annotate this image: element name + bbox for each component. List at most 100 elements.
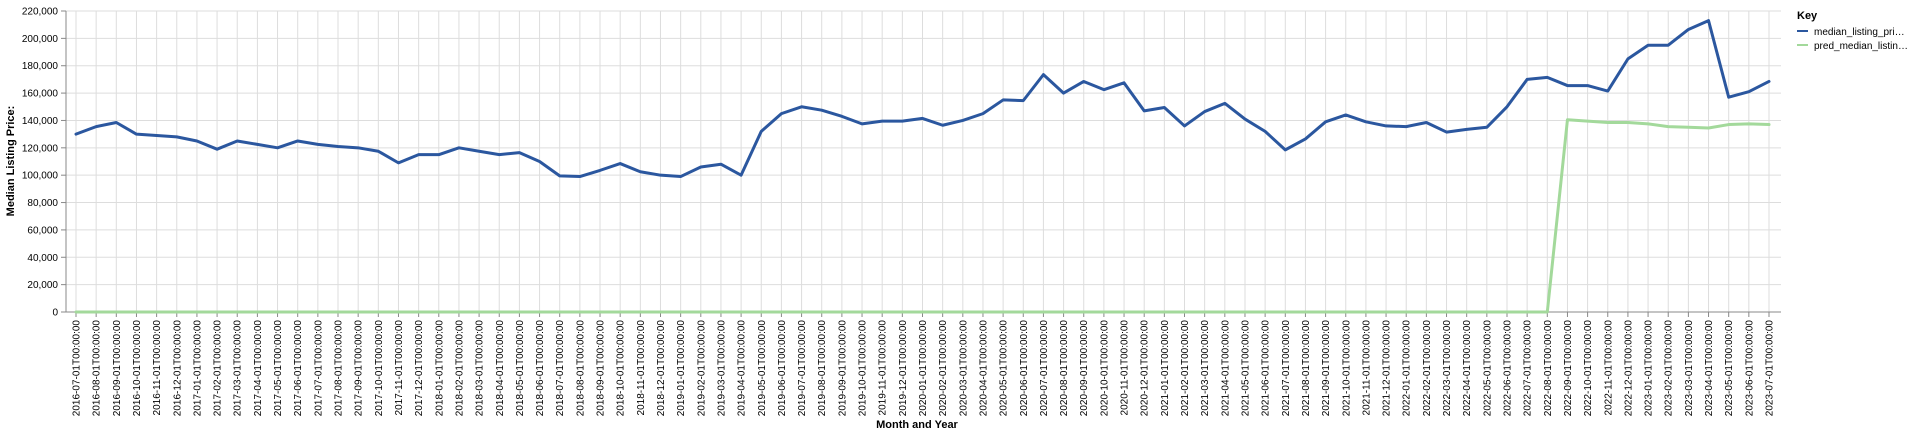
x-tick-label: 2016-08-01T00:00:00 — [92, 320, 103, 417]
x-tick-label: 2021-09-01T00:00:00 — [1321, 320, 1332, 417]
x-tick-label: 2018-10-01T00:00:00 — [616, 320, 627, 417]
x-tick-label: 2017-02-01T00:00:00 — [213, 320, 224, 417]
x-tick-label: 2022-08-01T00:00:00 — [1543, 320, 1554, 417]
x-tick-label: 2021-01-01T00:00:00 — [1160, 320, 1171, 417]
x-tick-label: 2020-03-01T00:00:00 — [958, 320, 969, 417]
x-tick-label: 2020-09-01T00:00:00 — [1079, 320, 1090, 417]
y-tick-label: 20,000 — [27, 280, 58, 291]
x-tick-label: 2023-05-01T00:00:00 — [1724, 320, 1735, 417]
x-tick-label: 2022-11-01T00:00:00 — [1603, 320, 1614, 416]
y-tick-label: 160,000 — [22, 89, 59, 100]
x-tick-label: 2021-04-01T00:00:00 — [1220, 320, 1231, 417]
x-tick-label: 2022-07-01T00:00:00 — [1523, 320, 1534, 417]
x-tick-label: 2018-04-01T00:00:00 — [495, 320, 506, 417]
gridlines — [65, 10, 1781, 313]
x-tick-label: 2021-08-01T00:00:00 — [1301, 320, 1312, 417]
y-tick-label: 120,000 — [22, 143, 59, 154]
x-tick-label: 2020-06-01T00:00:00 — [1019, 320, 1030, 417]
y-tick-label: 180,000 — [22, 61, 59, 72]
legend-label-median-listing-price: median_listing_pri… — [1814, 27, 1905, 38]
legend-label-pred-median-listing-price: pred_median_listin… — [1814, 41, 1908, 52]
x-tick-label: 2017-12-01T00:00:00 — [414, 320, 425, 417]
x-tick-label: 2022-06-01T00:00:00 — [1502, 320, 1513, 417]
x-tick-label: 2018-06-01T00:00:00 — [535, 320, 546, 417]
x-tick-label: 2019-08-01T00:00:00 — [817, 320, 828, 417]
x-tick-label: 2022-03-01T00:00:00 — [1442, 320, 1453, 417]
series-line-pred-median-listing-price — [74, 118, 1771, 314]
x-tick-label: 2017-01-01T00:00:00 — [192, 320, 203, 417]
x-tick-label: 2022-09-01T00:00:00 — [1563, 320, 1574, 417]
y-tick-label: 100,000 — [22, 171, 59, 182]
x-tick-label: 2023-04-01T00:00:00 — [1704, 320, 1715, 417]
x-tick-label: 2019-12-01T00:00:00 — [898, 320, 909, 417]
x-tick-label: 2016-10-01T00:00:00 — [132, 320, 143, 417]
x-tick-label: 2022-10-01T00:00:00 — [1583, 320, 1594, 417]
x-tick-label: 2017-04-01T00:00:00 — [253, 320, 264, 417]
x-tick-label: 2018-03-01T00:00:00 — [475, 320, 486, 417]
legend: Key median_listing_pri… pred_median_list… — [1797, 10, 1908, 52]
x-tick-label: 2021-11-01T00:00:00 — [1361, 320, 1372, 416]
x-tick-label: 2018-08-01T00:00:00 — [575, 320, 586, 417]
x-tick-label: 2019-05-01T00:00:00 — [757, 320, 768, 417]
x-tick-label: 2020-01-01T00:00:00 — [918, 320, 929, 417]
x-tick-label: 2017-10-01T00:00:00 — [374, 320, 385, 417]
x-tick-label: 2017-11-01T00:00:00 — [394, 320, 405, 416]
x-tick-label: 2016-12-01T00:00:00 — [172, 320, 183, 417]
x-tick-label: 2017-05-01T00:00:00 — [273, 320, 284, 417]
y-tick-label: 220,000 — [22, 7, 59, 18]
y-tick-label: 200,000 — [22, 34, 59, 45]
x-tick-label: 2019-07-01T00:00:00 — [797, 320, 808, 417]
x-tick-label: 2021-10-01T00:00:00 — [1341, 320, 1352, 417]
x-tick-label: 2021-06-01T00:00:00 — [1261, 320, 1272, 417]
x-tick-label: 2018-05-01T00:00:00 — [515, 320, 526, 417]
x-tick-label: 2018-02-01T00:00:00 — [454, 320, 465, 417]
x-tick-label: 2017-03-01T00:00:00 — [233, 320, 244, 417]
x-tick-label: 2019-06-01T00:00:00 — [777, 320, 788, 417]
x-tick-label: 2021-03-01T00:00:00 — [1200, 320, 1211, 417]
x-tick-label: 2022-01-01T00:00:00 — [1402, 320, 1413, 417]
x-tick-label: 2021-07-01T00:00:00 — [1281, 320, 1292, 417]
x-tick-label: 2022-05-01T00:00:00 — [1482, 320, 1493, 417]
x-tick-label: 2023-06-01T00:00:00 — [1744, 320, 1755, 417]
series-line-median-listing-price — [74, 19, 1771, 179]
x-tick-label: 2018-12-01T00:00:00 — [656, 320, 667, 417]
x-tick-label: 2017-08-01T00:00:00 — [334, 320, 345, 417]
y-tick-label: 0 — [52, 308, 58, 319]
x-tick-label: 2019-11-01T00:00:00 — [878, 320, 889, 416]
legend-title: Key — [1797, 10, 1818, 22]
y-tick-label: 80,000 — [27, 198, 58, 209]
y-axis-ticks: 0 20,000 40,000 60,000 80,000 100,000 120,000 1… — [22, 7, 66, 319]
x-tick-label: 2019-01-01T00:00:00 — [676, 320, 687, 417]
x-axis-title: Month and Year — [876, 419, 958, 431]
y-tick-label: 40,000 — [27, 253, 58, 264]
x-tick-label: 2016-11-01T00:00:00 — [152, 320, 163, 416]
series-lines — [74, 19, 1771, 314]
x-tick-label: 2017-07-01T00:00:00 — [313, 320, 324, 417]
x-tick-label: 2020-08-01T00:00:00 — [1059, 320, 1070, 417]
x-tick-label: 2020-02-01T00:00:00 — [938, 320, 949, 417]
x-tick-label: 2020-07-01T00:00:00 — [1039, 320, 1050, 417]
x-tick-label: 2023-01-01T00:00:00 — [1644, 320, 1655, 417]
x-tick-label: 2021-12-01T00:00:00 — [1382, 320, 1393, 417]
x-tick-label: 2019-10-01T00:00:00 — [858, 320, 869, 417]
x-axis-ticks: 2016-07-01T00:00:00 2016-08-01T00:00:00 20… — [72, 312, 1776, 416]
x-tick-label: 2018-01-01T00:00:00 — [434, 320, 445, 417]
x-tick-label: 2018-09-01T00:00:00 — [596, 320, 607, 417]
x-tick-label: 2016-07-01T00:00:00 — [72, 320, 83, 417]
y-tick-label: 60,000 — [27, 225, 58, 236]
x-tick-label: 2017-06-01T00:00:00 — [293, 320, 304, 417]
x-tick-label: 2023-02-01T00:00:00 — [1664, 320, 1675, 417]
x-tick-label: 2021-02-01T00:00:00 — [1180, 320, 1191, 417]
x-tick-label: 2022-02-01T00:00:00 — [1422, 320, 1433, 417]
x-tick-label: 2018-11-01T00:00:00 — [636, 320, 647, 416]
x-tick-label: 2016-09-01T00:00:00 — [112, 320, 123, 417]
x-tick-label: 2023-07-01T00:00:00 — [1765, 320, 1776, 417]
x-tick-label: 2020-10-01T00:00:00 — [1099, 320, 1110, 417]
x-tick-label: 2019-03-01T00:00:00 — [716, 320, 727, 417]
x-tick-label: 2018-07-01T00:00:00 — [555, 320, 566, 417]
x-tick-label: 2021-05-01T00:00:00 — [1240, 320, 1251, 417]
x-tick-label: 2020-11-01T00:00:00 — [1120, 320, 1131, 416]
x-tick-label: 2022-04-01T00:00:00 — [1462, 320, 1473, 417]
x-tick-label: 2019-04-01T00:00:00 — [737, 320, 748, 417]
y-tick-label: 140,000 — [22, 116, 59, 127]
